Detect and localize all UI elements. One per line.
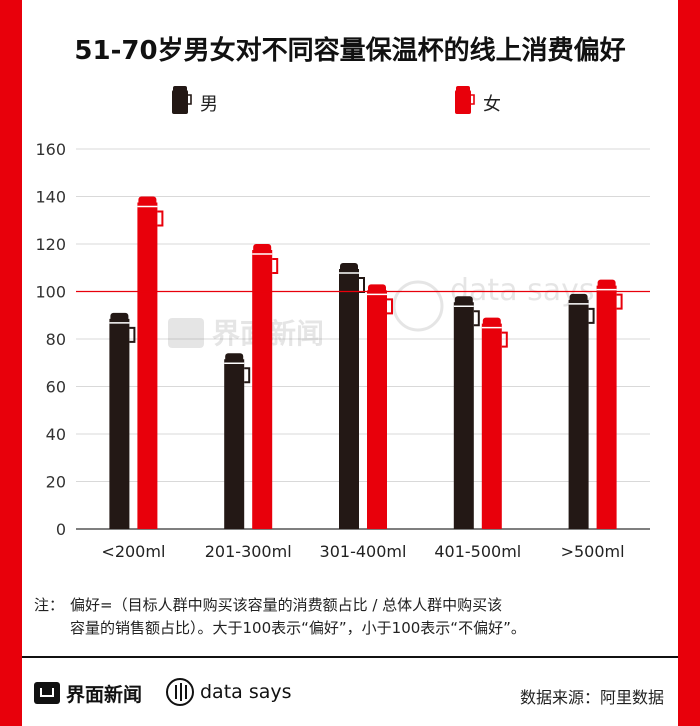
bar-handle	[588, 307, 595, 324]
bar-lid	[482, 317, 501, 327]
y-tick-labels: 0 20 40 60 80 100 120 140 160	[35, 140, 66, 539]
bar-lid	[110, 312, 129, 322]
legend-label: 女	[483, 94, 501, 115]
grid-lines	[76, 148, 650, 530]
jiemian-logo-text: 界面新闻	[66, 683, 143, 706]
bar-body	[137, 202, 158, 529]
bar-lid	[225, 353, 244, 363]
y-tick-label: 60	[46, 378, 66, 397]
legend-cup-icon	[455, 90, 471, 114]
x-tick-label: 401-500ml	[434, 542, 521, 561]
note-line-2: 容量的销售额占比）。大于100表示“偏好”，小于100表示“不偏好”。	[70, 619, 526, 637]
bar-body	[109, 318, 130, 529]
bar-lid	[569, 293, 588, 303]
watermark-circle-icon	[392, 280, 444, 332]
bar-body	[596, 285, 617, 529]
bar-male	[568, 293, 595, 529]
jiemian-logo: 界面新闻	[34, 680, 142, 706]
x-tick-label: 201-300ml	[205, 542, 292, 561]
bar-male	[453, 296, 480, 529]
data-source: 数据来源：阿里数据	[519, 688, 664, 707]
bar-male	[339, 263, 365, 529]
bar-lid	[340, 263, 358, 272]
legend-item: 女	[455, 86, 501, 115]
bar-handle	[359, 277, 365, 293]
legend-cup-lid	[173, 86, 187, 92]
x-tick-label: >500ml	[561, 542, 625, 561]
legend-label: 男	[200, 94, 218, 115]
bar-male	[224, 353, 251, 529]
bar-handle	[244, 367, 251, 384]
bar-female	[481, 317, 508, 529]
note-line-1: 偏好=（目标人群中购买该容量的消费额占比 / 总体人群中购买该	[70, 596, 503, 614]
legend-item: 男	[172, 86, 218, 115]
legend-cup-lid	[456, 86, 470, 92]
datasays-logo: data says	[166, 678, 292, 706]
bar-handle	[157, 210, 164, 227]
bar-lid	[454, 296, 473, 306]
note-prefix: 注：	[34, 596, 65, 614]
bar-female	[367, 284, 393, 529]
legend-cup-handle	[188, 94, 192, 105]
legend-cup-icon	[172, 90, 188, 114]
datasays-logo-text: data says	[200, 681, 292, 703]
bar-handle	[129, 326, 136, 343]
y-tick-label: 100	[35, 283, 66, 302]
footer: 界面新闻 data says 数据来源：阿里数据	[22, 658, 678, 726]
bar-handle	[473, 310, 480, 327]
bar-female	[252, 244, 279, 529]
legend: 男女	[172, 86, 501, 115]
bar-lid	[138, 196, 157, 206]
bar-body	[367, 290, 387, 529]
y-tick-label: 20	[46, 473, 66, 492]
bar-handle	[272, 258, 279, 274]
y-tick-label: 40	[46, 425, 66, 444]
chart-title: 51-70岁男女对不同容量保温杯的线上消费偏好	[74, 36, 626, 66]
y-tick-label: 120	[35, 235, 66, 254]
y-tick-label: 0	[56, 520, 66, 539]
watermark-icon	[168, 318, 204, 348]
bar-lid	[253, 244, 272, 253]
bar-lid	[597, 279, 616, 289]
legend-cup-handle	[471, 94, 475, 105]
x-tick-label: 301-400ml	[320, 542, 407, 561]
bars	[109, 196, 623, 529]
bar-handle	[616, 293, 623, 310]
right-red-border	[678, 0, 700, 726]
footnote: 注： 偏好=（目标人群中购买该容量的消费额占比 / 总体人群中购买该 容量的销售额…	[34, 594, 664, 640]
bar-body	[481, 323, 502, 529]
bar-body	[252, 250, 273, 529]
y-tick-label: 80	[46, 330, 66, 349]
left-red-border	[0, 0, 22, 726]
datasays-logo-icon	[166, 678, 194, 706]
footer-divider	[22, 656, 678, 658]
bar-male	[109, 312, 136, 529]
bar-female	[137, 196, 164, 529]
bar-body	[568, 299, 589, 529]
y-tick-label: 140	[35, 188, 66, 207]
bar-body	[453, 302, 474, 529]
x-tick-label: <200ml	[101, 542, 165, 561]
bar-female	[596, 279, 623, 529]
y-tick-label: 160	[35, 140, 66, 159]
x-tick-labels: <200ml 201-300ml 301-400ml 401-500ml >500ml	[101, 542, 624, 561]
jiemian-logo-icon	[34, 682, 60, 704]
bar-body	[339, 269, 359, 529]
bar-handle	[387, 298, 393, 315]
bar-body	[224, 359, 245, 529]
bar-handle	[501, 331, 508, 348]
